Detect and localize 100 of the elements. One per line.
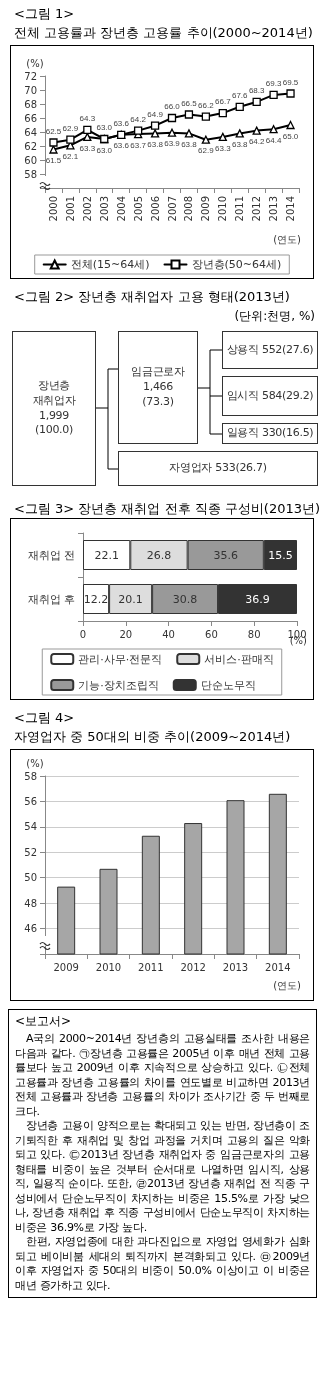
chart-title: <그림 1>	[13, 5, 76, 23]
point	[218, 108, 227, 118]
data-label: 62.9	[62, 124, 79, 134]
legend-label: 전체(15~64세)	[70, 258, 150, 271]
data-label: 63.6	[113, 119, 130, 129]
x-tick-label: 2009	[200, 196, 212, 222]
data-label: 63.3	[79, 143, 96, 153]
x-tick-label: 2006	[149, 196, 161, 222]
text: 임금근로자 1,466 (73.3)	[118, 331, 198, 444]
y-tick-label: 66	[24, 112, 37, 124]
data-label: 63.8	[147, 140, 164, 150]
text: 일용직 330(16.5)	[222, 423, 318, 444]
point	[117, 130, 126, 139]
data-label: 64.4	[265, 135, 282, 145]
y-tick-label: 60	[24, 154, 37, 166]
text: <보고서>	[8, 1009, 317, 1030]
data-label: 63.0	[96, 123, 113, 133]
point	[83, 125, 92, 135]
data-label: 63.0	[96, 145, 113, 155]
data-label: 12.2	[83, 592, 109, 606]
y-tick-label: 50	[24, 872, 37, 884]
x-tick-label: 2011	[138, 961, 164, 973]
text: 한편, 자영업종에 대한 과다진입으로 자영업 영세화가 심화되고 베이비붐 세대의 퇴직까지 본격화되고 있다. ㉤2009년 이후 자영업자 중 50대의 비중이 50.0% 이상이고 이 비중은 매년 증가하고 있다.	[15, 1235, 310, 1293]
y-tick-label: 68	[24, 98, 37, 110]
x-tick-label: 2014	[265, 961, 291, 973]
y-tick-label: 58	[24, 770, 37, 782]
point	[150, 129, 160, 138]
x-tick-label: 2013	[222, 961, 249, 973]
x-tick-label: 2003	[98, 196, 110, 222]
y-tick-label: 62	[24, 140, 37, 152]
point	[286, 89, 295, 98]
data-label: 35.6	[213, 548, 238, 562]
y-tick-label: 54	[24, 821, 37, 833]
x-axis-title: (연도)	[273, 233, 302, 245]
point	[286, 120, 295, 130]
x-tick-label: 2013	[268, 196, 280, 222]
data-label: 62.5	[45, 126, 62, 136]
point	[133, 126, 143, 135]
x-tick-label: 2014	[285, 196, 297, 222]
text: 자영업자 533(26.7)	[118, 451, 318, 486]
point	[167, 113, 177, 123]
point	[49, 138, 58, 147]
y-tick-label: 48	[24, 897, 37, 909]
point	[150, 121, 160, 130]
data-label: 15.5	[268, 548, 293, 562]
y-tick-label: 46	[24, 923, 37, 935]
data-label: 69.5	[282, 77, 299, 87]
y-tick-label: 72	[24, 70, 37, 82]
x-tick-label: 2011	[234, 196, 246, 222]
data-label: 36.9	[245, 592, 270, 606]
data-label: 26.8	[146, 548, 172, 562]
data-label: 63.9	[164, 139, 181, 149]
point	[66, 135, 75, 144]
x-tick-label: 2000	[47, 196, 59, 222]
chart-subtitle: 자영업자 중 50대의 비중 추이(2009~2014년)	[13, 728, 292, 746]
text: 상용직 552(27.6)	[222, 331, 318, 369]
x-tick-label: 2007	[166, 196, 178, 222]
legend-label: 기능·장치조립직	[78, 678, 159, 692]
data-label: 66.2	[198, 100, 215, 110]
x-tick-label: 2012	[251, 196, 263, 222]
x-tick-label: 2004	[115, 196, 127, 222]
text: 장년층 재취업자 1,999 (100.0)	[12, 331, 96, 486]
data-label: 64.2	[130, 114, 147, 124]
point	[184, 110, 194, 119]
y-axis-title: (%)	[26, 757, 44, 769]
data-label: 30.8	[172, 592, 198, 606]
x-tick-label: 2001	[64, 196, 76, 222]
x-tick-label: 60	[205, 628, 218, 640]
legend-label: 장년층(50~64세)	[191, 258, 282, 271]
data-label: 22.1	[94, 548, 119, 562]
data-label: 62.9	[198, 146, 215, 156]
data-label: 20.1	[118, 592, 143, 606]
chart-subtitle: 전체 고용률과 장년층 고용률 추이(2000~2014년)	[13, 24, 314, 42]
data-label: 65.0	[282, 131, 299, 141]
y-tick-label: 52	[24, 846, 37, 858]
y-tick-label: 58	[24, 168, 37, 180]
x-tick-label: 20	[119, 628, 133, 640]
x-tick-label: 2005	[132, 196, 144, 222]
data-label: 62.1	[62, 151, 79, 161]
text: <그림 2> 장년층 재취업자 고용 형태(2013년)	[13, 288, 291, 306]
data-label: 64.9	[147, 110, 164, 120]
data-label: 66.5	[181, 98, 198, 108]
text: 임시직 584(29.2)	[222, 376, 318, 416]
y-tick-label: 재취업 전	[27, 548, 75, 562]
point	[201, 112, 211, 121]
text: A국의 2000~2014년 장년층의 고용실태를 조사한 내용은 다음과 같다. ㉠장년층 고용률은 2005년 이후 매년 전체 고용률보다 높고 2009년 이후 지속적으로 상승하고 있다. ㉡전체 고용률과 장년층 고용률의 차이를 연도별로 비교하면 2013년 전체 고용률과 장년층 고용률의 차이가 조사기간 중 두 번째로 크다.	[15, 1032, 310, 1119]
legend-label: 서비스·판매직	[204, 652, 274, 666]
x-tick-label: 0	[79, 628, 87, 640]
x-tick-label: 80	[247, 628, 261, 640]
point	[100, 134, 109, 144]
y-tick-label: 70	[24, 84, 37, 96]
point	[252, 97, 261, 107]
legend-label: 단순노무직	[200, 678, 256, 692]
x-tick-label: 2012	[180, 961, 206, 973]
x-tick-label: 2009	[53, 961, 79, 973]
data-label: 63.3	[215, 143, 232, 153]
text: 장년층 고용이 양적으로는 확대되고 있는 반면, 장년층이 조기퇴직한 후 재취업 및 창업 과정을 거치며 고용의 질은 악화되고 있다. ㉢2013년 장년층 재취업자 중 임금근로자의 고용 형태를 비중이 높은 것부터 순서대로 나열하면 임시직, 상용직, 일용직 순이다. 또한, ㉣2013년 장년층 재취업 전 직종 구성비에서 단순노무직이 차지하는 비중은 15.5%로 가장 낮으나, 장년층 재취업 후 직종 구성비에서 단순노무직이 차지하는 비중은 36.9%로 가장 높다.	[15, 1119, 310, 1235]
x-tick-label: 2010	[95, 961, 122, 973]
data-label: 66.0	[164, 102, 181, 112]
point	[235, 102, 244, 111]
